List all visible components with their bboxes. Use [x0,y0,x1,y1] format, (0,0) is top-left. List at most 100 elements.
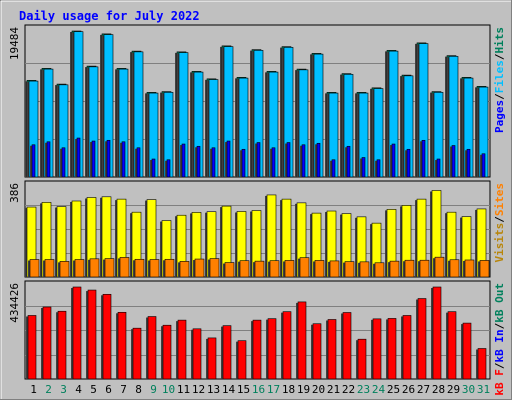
bar-shadow [477,88,479,177]
bar-visits-sites-day-26 [404,259,415,278]
bar-visits-sites-day-28 [434,256,445,278]
bar-shadow [402,76,404,177]
bar-shadow [133,260,135,277]
series-visits [25,190,487,278]
bar-kbytes-kb-f-day-19 [297,301,307,380]
bar-shadow [235,78,237,177]
bar-shadow [417,44,419,178]
bar-shadow [45,142,47,177]
bar-kbytes-kb-f-day-29 [447,311,457,380]
bar-hits-pages-day-19 [301,144,306,178]
bar-shadow [371,319,373,379]
bar-shadow [70,201,72,277]
x-tick-label: 26 [402,383,415,396]
x-tick-label: 6 [105,383,112,396]
bar-shadow [71,288,73,379]
bar-shadow [387,52,389,177]
x-tick-label: 4 [75,383,82,396]
bar-shadow [283,261,285,277]
bar-shadow [100,34,102,177]
bar-visits-sites-day-11 [179,261,190,278]
bar-shadow [446,312,448,379]
x-tick-label: 15 [237,383,250,396]
bar-shadow [282,48,284,177]
bar-visits-sites-day-21 [329,260,340,278]
bar-kbytes-kb-f-day-18 [282,311,292,380]
bar-hits-pages-day-4 [76,137,81,178]
x-tick-label: 10 [162,383,175,396]
bar-shadow [180,145,182,177]
bar-shadow [475,87,477,177]
bar-shadow [433,258,435,277]
panel-hits: 19484 Pages/Files/Hits [8,24,506,178]
bar-shadow [430,191,432,277]
bar-shadow [116,313,118,379]
bar-shadow [115,200,117,277]
bar-kbytes-kb-f-day-13 [207,337,217,380]
bar-visits-sites-day-30 [464,259,475,278]
bar-shadow [340,214,342,277]
bar-visits-sites-day-29 [449,259,460,278]
bar-kbytes-kb-f-day-17 [267,318,277,380]
bar-shadow [162,93,164,177]
bar-visits-sites-day-4 [74,259,85,278]
x-tick-label: 1 [30,383,37,396]
bar-hits-pages-day-21 [331,159,336,178]
bar-shadow [102,35,104,177]
bar-kbytes-kb-f-day-1 [27,315,37,380]
bar-shadow [445,56,447,177]
bar-hits-pages-day-11 [181,143,186,178]
bar-shadow [478,261,480,277]
bar-visits-sites-day-16 [254,260,265,278]
bar-shadow [160,221,162,277]
bar-shadow [416,299,418,379]
bar-kbytes-kb-f-day-3 [57,310,67,380]
bar-shadow [461,324,463,379]
bar-shadow [268,261,270,277]
bar-shadow [341,313,343,379]
bar-kbytes-kb-f-day-26 [402,315,412,380]
x-tick-label: 9 [150,383,157,396]
bar-visits-sites-day-12 [194,258,205,278]
x-tick-label: 17 [267,383,280,396]
bar-kbytes-kb-f-day-30 [462,322,472,380]
bar-shadow [130,52,132,177]
bar-shadow [43,260,45,277]
bar-shadow [313,261,315,277]
bar-shadow [385,210,387,277]
bar-shadow [208,259,210,277]
bar-shadow [255,143,257,177]
bar-shadow [432,93,434,177]
bar-hits-pages-day-18 [286,142,291,178]
bar-shadow [252,51,254,177]
chart-title: Daily usage for July 2022 [19,9,200,23]
x-tick-label: 5 [90,383,97,396]
bar-visits-sites-day-8 [134,258,145,278]
bar-shadow [58,262,60,277]
bar-hits-pages-day-1 [31,144,36,178]
bar-shadow [175,52,177,178]
x-tick-label: 30 [462,383,475,396]
bar-shadow [25,208,27,277]
ylabel-kbytes: kB F/kB In/kB Out [493,283,506,396]
ymax-label-kbytes: 434426 [8,283,21,323]
bar-shadow [90,142,92,177]
bar-shadow [160,92,162,177]
bar-visits-sites-day-5 [89,258,100,278]
ymax-label-hits: 19484 [8,27,21,60]
bar-shadow [237,79,239,177]
bar-shadow [161,326,163,379]
bar-kbytes-kb-f-day-9 [147,316,157,380]
bar-hits-pages-day-25 [391,143,396,178]
bar-shadow [192,73,194,177]
bar-shadow [270,148,272,177]
x-tick-label: 28 [432,383,445,396]
bar-shadow [358,262,360,277]
bar-shadow [55,207,57,277]
bar-shadow [40,203,42,277]
bar-shadow [145,200,147,277]
x-tick-label: 14 [222,383,236,396]
bar-shadow [118,258,120,277]
bar-visits-sites-day-24 [374,262,385,278]
bar-shadow [355,93,357,177]
